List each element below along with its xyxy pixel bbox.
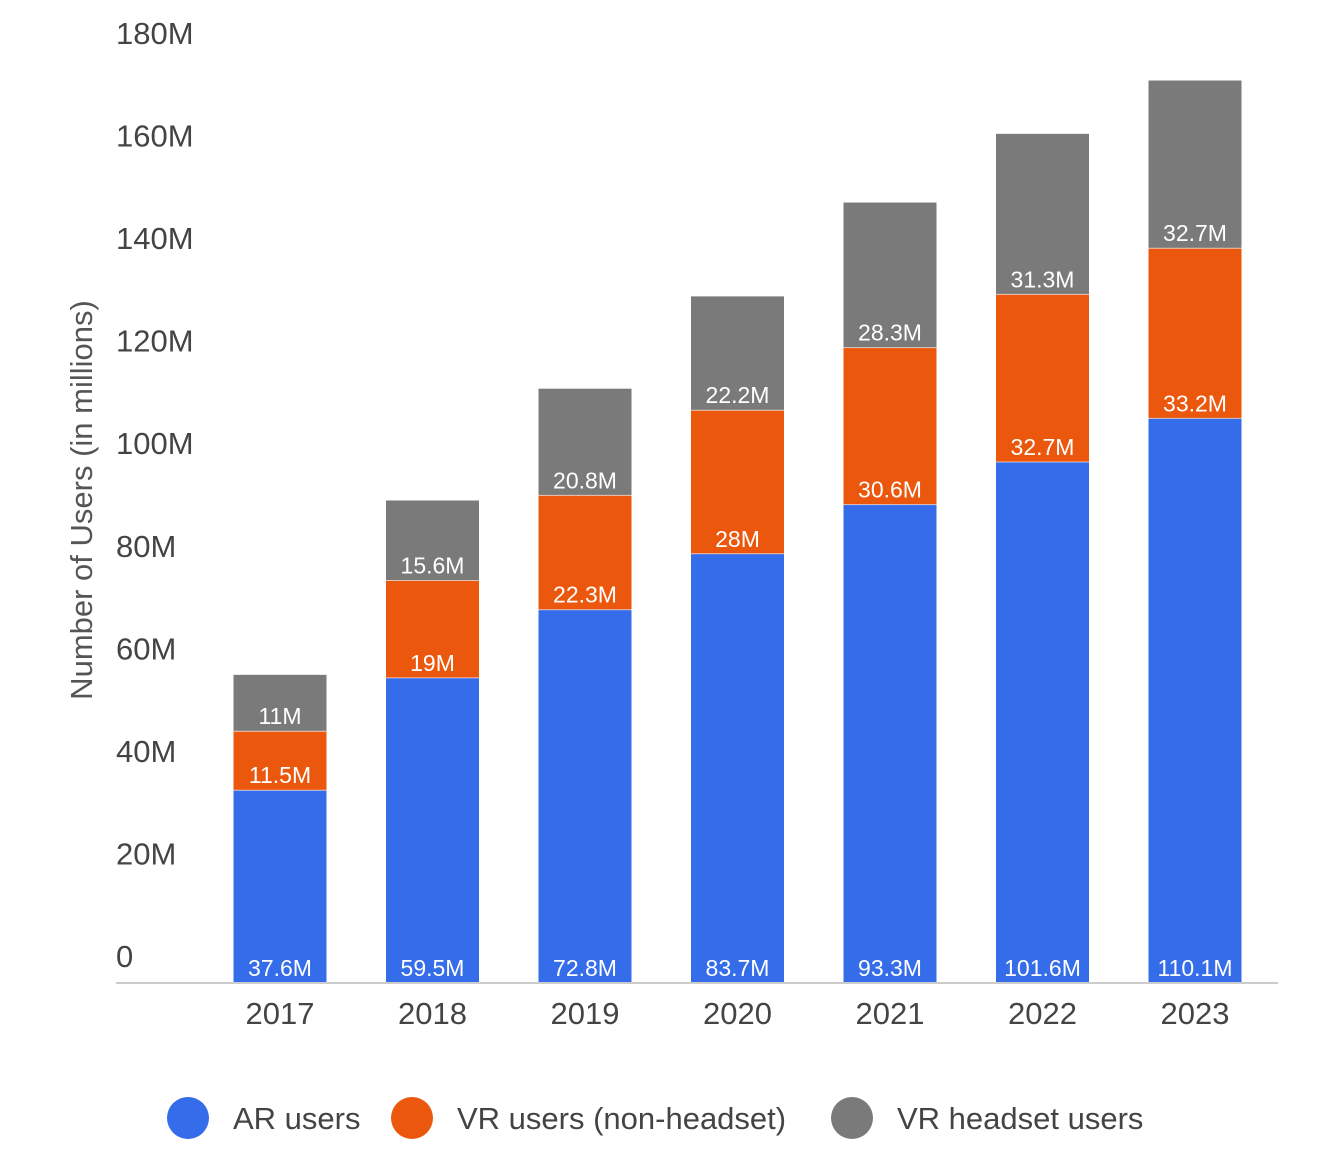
x-tick-label: 2023: [1161, 996, 1230, 1031]
y-tick-label: 0: [116, 939, 133, 974]
data-label: 11M: [258, 703, 301, 729]
x-tick-label: 2020: [703, 996, 772, 1031]
bar-segment-vr-users-non-headset-2020: [691, 410, 784, 554]
bar-segment-vr-users-non-headset-2018: [386, 580, 479, 678]
y-tick-label: 40M: [116, 734, 176, 769]
data-label: 11.5M: [249, 762, 311, 788]
y-tick-label: 60M: [116, 631, 176, 666]
data-label: 28.3M: [858, 320, 922, 346]
data-label: 22.2M: [706, 382, 770, 408]
data-label: 37.6M: [248, 955, 312, 981]
bars: 37.6M 11.5M 11M 59.5M 19M 15.6M 72.8M 22.3M 20.8…: [233, 80, 1242, 984]
bar-segment-vr-headset-users-2019: [538, 388, 632, 496]
data-label: 32.7M: [1163, 220, 1227, 246]
y-axis-ticks: 0 20M 40M 60M 80M 100M 120M 140M 160M 180M: [116, 16, 194, 974]
x-tick-label: 2019: [551, 996, 620, 1031]
legend-item: VR users (non-headset): [391, 1097, 786, 1139]
y-tick-label: 180M: [116, 16, 194, 51]
bar-segment-vr-headset-users-2023: [1148, 80, 1242, 249]
x-axis-ticks: 2017 2018 2019 2020 2021 2022 2023: [246, 996, 1230, 1031]
bar-segment-vr-headset-users-2022: [996, 133, 1089, 295]
legend-swatch: [167, 1097, 209, 1139]
bar-segment-ar-users-2022: [996, 462, 1089, 983]
data-label: 110.1M: [1157, 955, 1232, 981]
y-tick-label: 120M: [116, 324, 194, 359]
legend-item: AR users: [167, 1097, 360, 1139]
legend-label: VR users (non-headset): [457, 1101, 786, 1136]
data-label: 22.3M: [553, 582, 617, 608]
data-label: 30.6M: [858, 477, 922, 503]
y-tick-label: 140M: [116, 221, 194, 256]
bar-segment-vr-users-non-headset-2019: [538, 495, 632, 610]
bar-segment-vr-headset-users-2018: [386, 500, 479, 581]
data-label: 15.6M: [401, 552, 465, 578]
bar-segment-vr-headset-users-2020: [691, 296, 784, 411]
data-label: 33.2M: [1163, 390, 1227, 416]
bar-segment-ar-users-2023: [1148, 418, 1242, 984]
data-label: 72.8M: [553, 955, 617, 981]
legend-item: VR headset users: [831, 1097, 1143, 1139]
data-label: 32.7M: [1011, 434, 1075, 460]
legend-swatch: [391, 1097, 433, 1139]
bar-segment-vr-users-non-headset-2022: [996, 294, 1089, 463]
bar-segment-vr-users-non-headset-2023: [1148, 248, 1242, 419]
x-tick-label: 2018: [398, 996, 467, 1031]
data-label: 101.6M: [1004, 955, 1081, 981]
legend-label: VR headset users: [897, 1101, 1143, 1136]
x-tick-label: 2017: [246, 996, 315, 1031]
bar-segment-ar-users-2018: [386, 677, 479, 983]
y-tick-label: 20M: [116, 836, 176, 871]
bar-segment-vr-headset-users-2017: [233, 674, 327, 732]
bar-segment-vr-users-non-headset-2021: [843, 347, 937, 505]
bar-segment-vr-headset-users-2021: [843, 202, 937, 348]
bar-segment-ar-users-2020: [691, 553, 784, 983]
bar-segment-ar-users-2017: [233, 790, 327, 983]
legend: AR users VR users (non-headset) VR headset…: [167, 1097, 1143, 1139]
x-tick-label: 2021: [856, 996, 925, 1031]
bar-segment-vr-users-non-headset-2017: [233, 731, 327, 791]
data-label: 31.3M: [1011, 266, 1075, 292]
x-tick-label: 2022: [1008, 996, 1077, 1031]
bar-segment-ar-users-2021: [843, 504, 937, 983]
y-tick-label: 80M: [116, 529, 176, 564]
data-label: 83.7M: [706, 955, 770, 981]
legend-label: AR users: [233, 1101, 360, 1136]
y-tick-label: 160M: [116, 119, 194, 154]
data-label: 28M: [715, 526, 760, 552]
data-label: 19M: [410, 650, 455, 676]
data-label: 20.8M: [553, 467, 617, 493]
y-tick-label: 100M: [116, 426, 194, 461]
data-label: 59.5M: [401, 955, 465, 981]
y-axis-title: Number of Users (in millions): [64, 300, 99, 700]
bar-segment-ar-users-2019: [538, 609, 632, 983]
legend-swatch: [831, 1097, 873, 1139]
data-label: 93.3M: [858, 955, 922, 981]
